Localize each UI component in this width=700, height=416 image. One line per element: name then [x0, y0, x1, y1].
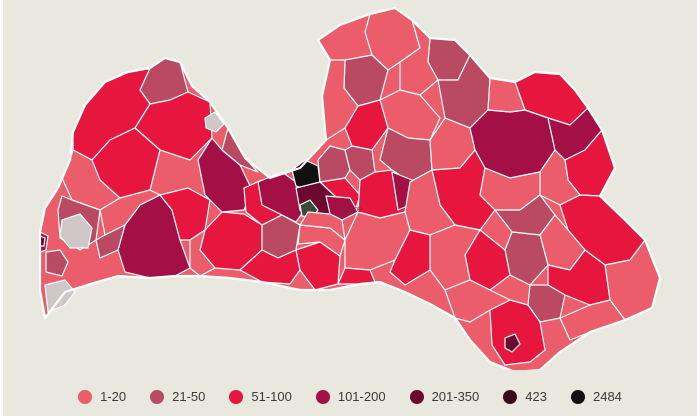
region-1-20 [539, 149, 581, 206]
legend-swatch [570, 389, 585, 404]
legend-swatch [503, 389, 518, 404]
region-101-200 [325, 195, 359, 221]
latvia-choropleth-map: Ogre [38, 6, 662, 370]
region-201-350 [504, 333, 521, 353]
region-nodata [204, 111, 225, 133]
region-51-100 [337, 267, 376, 285]
legend-swatch [78, 389, 93, 404]
frame-edge-right [697, 0, 700, 416]
legend-label: 101-200 [337, 389, 386, 404]
legend-label: 2484 [592, 389, 622, 404]
region-1-20 [321, 59, 359, 141]
legend-label: 1-20 [100, 389, 127, 404]
region-nodata [59, 213, 93, 249]
legend-item: 423 [503, 389, 547, 404]
region-51-100 [389, 229, 431, 286]
legend-item: 2484 [570, 389, 622, 404]
legend-label: 201-350 [431, 389, 480, 404]
legend-swatch [229, 389, 244, 404]
legend-swatch [150, 389, 165, 404]
region-1-20 [444, 279, 511, 323]
legend-item: 51-100 [229, 389, 292, 404]
legend-label: 423 [525, 389, 547, 404]
legend-swatch [315, 389, 330, 404]
region-21-50 [95, 224, 126, 259]
region-1-20 [189, 229, 216, 277]
legend-item: 21-50 [150, 389, 205, 404]
region-51-100 [489, 299, 546, 366]
region-51-100 [91, 127, 161, 199]
frame-edge-left [0, 0, 3, 416]
legend-item: 1-20 [78, 389, 126, 404]
region-21-50 [45, 249, 69, 277]
legend: 1-20 21-50 51-100 101-200 201-350 423 24… [0, 389, 700, 404]
legend-label: 51-100 [251, 389, 292, 404]
legend-item: 101-200 [315, 389, 386, 404]
city-label: Ogre [342, 204, 362, 214]
country-outline [38, 6, 662, 370]
legend-label: 21-50 [172, 389, 206, 404]
legend-item: 201-350 [409, 389, 480, 404]
legend-swatch [409, 389, 424, 404]
region-nodata [44, 279, 76, 313]
